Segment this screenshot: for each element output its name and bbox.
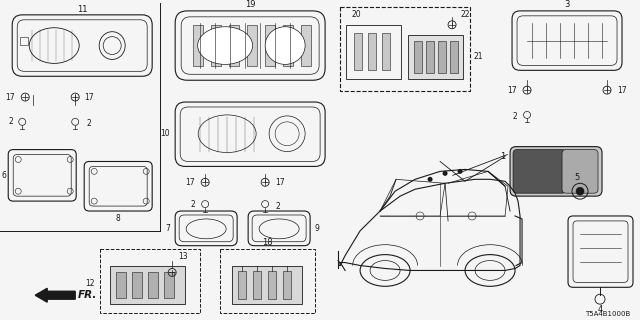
FancyBboxPatch shape [510,147,602,196]
Bar [247,25,257,66]
Text: 21: 21 [473,52,483,61]
Bar [148,272,158,298]
Bar [211,25,221,66]
Bar [229,25,239,66]
Bar [116,272,126,298]
Bar [232,267,302,304]
Text: 7: 7 [165,224,170,233]
Text: 8: 8 [116,214,120,223]
FancyBboxPatch shape [562,149,598,193]
Bar [193,25,203,66]
Bar [340,7,470,91]
Bar [283,271,291,299]
Text: FR.: FR. [78,290,97,300]
FancyArrow shape [35,288,75,302]
Circle shape [458,169,463,174]
Text: 1: 1 [500,152,505,161]
Circle shape [443,171,447,176]
Text: 22: 22 [460,10,470,19]
Bar [368,33,376,70]
Bar [20,37,28,44]
Text: 17: 17 [186,178,195,187]
Text: 17: 17 [617,86,627,95]
Bar [346,25,401,79]
Bar [408,35,463,79]
Bar [426,41,434,73]
Bar [164,272,174,298]
Text: 20: 20 [351,10,361,19]
Bar [283,25,293,66]
Bar [301,25,311,66]
Text: 5: 5 [574,173,580,182]
Text: 11: 11 [77,5,88,14]
Bar [382,33,390,70]
Bar [100,249,200,313]
Bar [450,41,458,73]
Text: 2: 2 [512,112,517,121]
Circle shape [428,177,433,182]
Text: 12: 12 [86,279,95,288]
Circle shape [576,187,584,195]
Text: 2: 2 [8,117,13,126]
Text: 18: 18 [262,238,273,247]
Bar [268,271,276,299]
Text: 17: 17 [84,92,94,101]
Bar [414,41,422,73]
Text: 10: 10 [161,129,170,138]
Ellipse shape [265,27,305,64]
Text: 19: 19 [245,0,255,10]
Text: 2: 2 [86,119,91,128]
Bar [354,33,362,70]
Bar [132,272,142,298]
Text: 6: 6 [1,171,6,180]
Text: 2: 2 [275,202,280,211]
Text: 17: 17 [6,92,15,101]
Text: 3: 3 [564,0,570,10]
Text: 9: 9 [314,224,319,233]
Text: 13: 13 [178,252,188,261]
Text: 2: 2 [191,200,195,209]
Text: T5A4B1000B: T5A4B1000B [585,311,630,317]
Text: 17: 17 [508,86,517,95]
Bar [220,249,315,313]
Bar [265,25,275,66]
Ellipse shape [198,27,253,64]
Bar [110,267,185,304]
Bar [438,41,446,73]
FancyBboxPatch shape [513,149,566,193]
Text: 4: 4 [597,305,603,314]
Bar [238,271,246,299]
Bar [253,271,261,299]
Text: 17: 17 [275,178,285,187]
